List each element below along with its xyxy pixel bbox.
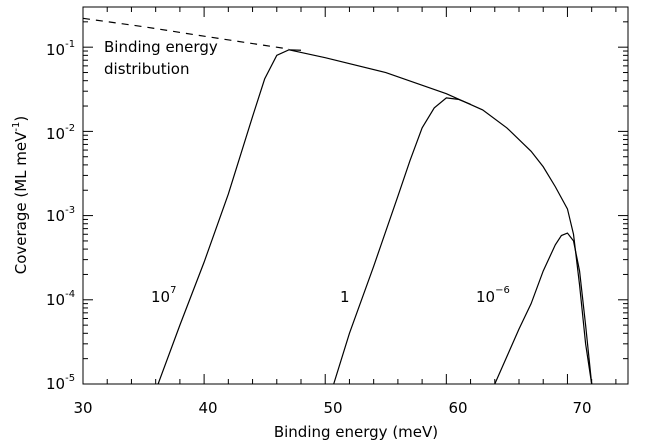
annotation-1: 1 [340,288,350,306]
y-tick-label-1e-1: 10-1 [46,39,75,59]
series-line-1 [288,49,593,385]
annotation-10e7: 107 [151,285,176,306]
x-tick-label-70: 70 [572,399,591,417]
series-line-4 [494,232,593,385]
y-tick-label-1e-3: 10-3 [46,205,75,225]
x-tick-label-50: 50 [323,399,342,417]
x-tick-label-40: 40 [198,399,217,417]
plot-frame [82,6,629,385]
series-line-2 [157,49,302,385]
axis-ticks [82,7,628,385]
annotation-10e-6: 10−6 [476,285,510,306]
x-axis-label: Binding energy (meV) [274,423,438,441]
series-group [82,17,593,385]
y-tick-label-1e-4: 10-4 [46,289,75,309]
x-tick-label-30: 30 [73,399,92,417]
series-line-0 [82,17,289,50]
series-line-3 [333,97,471,385]
y-tick-label-1e-2: 10-2 [46,123,75,143]
y-axis-label: Coverage (ML meV-1) [11,116,30,275]
annotation-distribution: Binding energy distribution [104,38,218,78]
x-tick-label-60: 60 [448,399,467,417]
y-tick-label-1e-5: 10-5 [46,373,75,393]
